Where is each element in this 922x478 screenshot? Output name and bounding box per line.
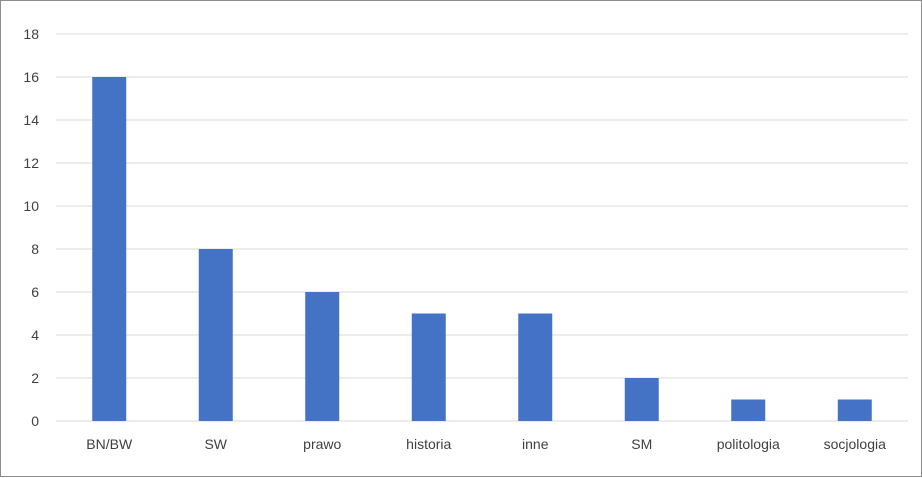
y-axis-ticks: 0 2 4 6 8 10 12 14 16 18 [23,26,39,429]
y-tick-label: 12 [23,155,39,171]
x-tick-label: BN/BW [86,436,133,452]
x-tick-label: prawo [303,436,341,452]
x-axis-ticks: BN/BW SW prawo historia inne SM politologia soc… [86,436,886,452]
y-tick-label: 10 [23,198,39,214]
x-tick-label: historia [406,436,451,452]
x-tick-label: SM [631,436,652,452]
y-tick-label: 4 [31,327,39,343]
bar-historia [411,313,446,421]
y-tick-label: 2 [31,370,39,386]
bar-inne [518,313,553,421]
x-tick-label: inne [522,436,549,452]
y-tick-label: 8 [31,241,39,257]
gridlines [56,33,908,422]
y-tick-label: 6 [31,284,39,300]
bar-bn-bw [92,77,127,421]
bar-sm [624,378,659,421]
bar-sw [198,249,233,421]
x-tick-label: politologia [717,436,780,452]
x-tick-label: socjologia [824,436,886,452]
bar-socjologia [837,399,872,421]
x-tick-label: SW [204,436,227,452]
bar-politologia [731,399,766,421]
bar-prawo [305,292,340,421]
y-tick-label: 0 [31,413,39,429]
y-tick-label: 18 [23,26,39,42]
y-tick-label: 14 [23,112,39,128]
bars [92,77,872,421]
y-tick-label: 16 [23,69,39,85]
